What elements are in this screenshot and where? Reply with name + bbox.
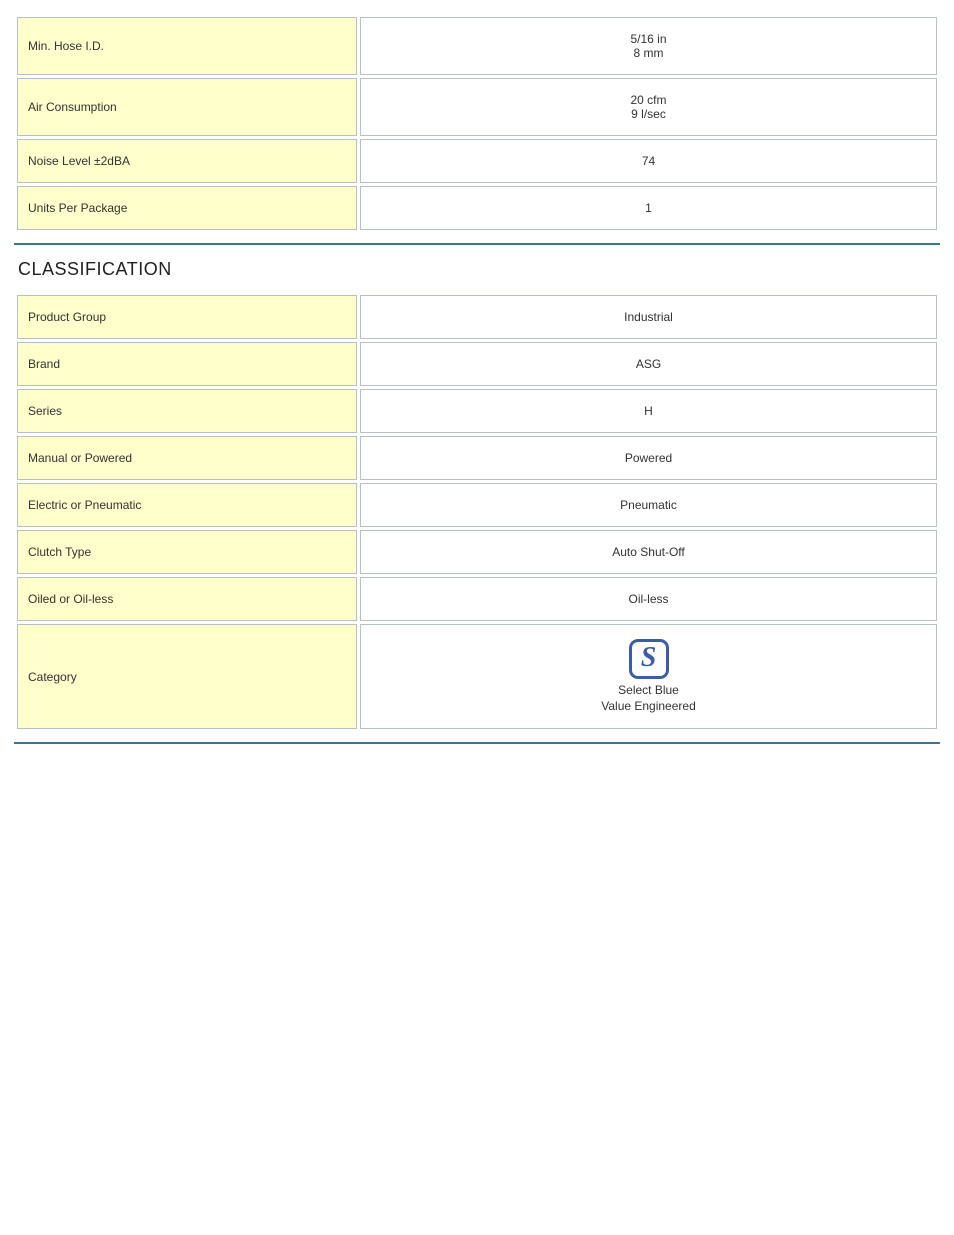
classification-table: Product Group Industrial Brand ASG Serie… [14, 292, 940, 732]
value-line: 74 [371, 154, 926, 168]
spec-value: Powered [360, 436, 937, 480]
spec-value: 74 [360, 139, 937, 183]
spec-label: Air Consumption [17, 78, 357, 136]
spec-value: Auto Shut-Off [360, 530, 937, 574]
table-row: Oiled or Oil-less Oil-less [17, 577, 937, 621]
table-row: Air Consumption 20 cfm 9 l/sec [17, 78, 937, 136]
table-row: Clutch Type Auto Shut-Off [17, 530, 937, 574]
table-row: Category S Select Blue Value Engineered [17, 624, 937, 729]
badge-caption: Select Blue Value Engineered [601, 683, 696, 714]
spec-value: Oil-less [360, 577, 937, 621]
classification-table-body: Product Group Industrial Brand ASG Serie… [17, 295, 937, 729]
section-divider [14, 243, 940, 245]
table-row: Noise Level ±2dBA 74 [17, 139, 937, 183]
spec-label: Units Per Package [17, 186, 357, 230]
classification-heading: CLASSIFICATION [18, 259, 940, 280]
table-row: Min. Hose I.D. 5/16 in 8 mm [17, 17, 937, 75]
value-line: 20 cfm [371, 93, 926, 107]
spec-label: Min. Hose I.D. [17, 17, 357, 75]
spec-value-category: S Select Blue Value Engineered [360, 624, 937, 729]
select-blue-badge-icon: S [629, 639, 669, 679]
spec-value: Pneumatic [360, 483, 937, 527]
spec-label: Category [17, 624, 357, 729]
spec-value: 5/16 in 8 mm [360, 17, 937, 75]
spec-value: H [360, 389, 937, 433]
section-divider [14, 742, 940, 744]
spec-label: Electric or Pneumatic [17, 483, 357, 527]
table-row: Product Group Industrial [17, 295, 937, 339]
value-line: 1 [371, 201, 926, 215]
value-line: 8 mm [371, 46, 926, 60]
spec-label: Manual or Powered [17, 436, 357, 480]
value-line: 5/16 in [371, 32, 926, 46]
spec-value: 1 [360, 186, 937, 230]
caption-line: Value Engineered [601, 699, 696, 715]
spec-label: Brand [17, 342, 357, 386]
specs-table: Min. Hose I.D. 5/16 in 8 mm Air Consumpt… [14, 14, 940, 233]
table-row: Brand ASG [17, 342, 937, 386]
spec-label: Product Group [17, 295, 357, 339]
badge-letter: S [641, 644, 657, 672]
category-badge-wrap: S Select Blue Value Engineered [371, 639, 926, 714]
spec-value: ASG [360, 342, 937, 386]
spec-label: Series [17, 389, 357, 433]
table-row: Electric or Pneumatic Pneumatic [17, 483, 937, 527]
spec-value: 20 cfm 9 l/sec [360, 78, 937, 136]
specs-table-body: Min. Hose I.D. 5/16 in 8 mm Air Consumpt… [17, 17, 937, 230]
spec-value: Industrial [360, 295, 937, 339]
spec-label: Noise Level ±2dBA [17, 139, 357, 183]
table-row: Series H [17, 389, 937, 433]
value-line: 9 l/sec [371, 107, 926, 121]
table-row: Units Per Package 1 [17, 186, 937, 230]
caption-line: Select Blue [601, 683, 696, 699]
spec-label: Oiled or Oil-less [17, 577, 357, 621]
spec-label: Clutch Type [17, 530, 357, 574]
table-row: Manual or Powered Powered [17, 436, 937, 480]
